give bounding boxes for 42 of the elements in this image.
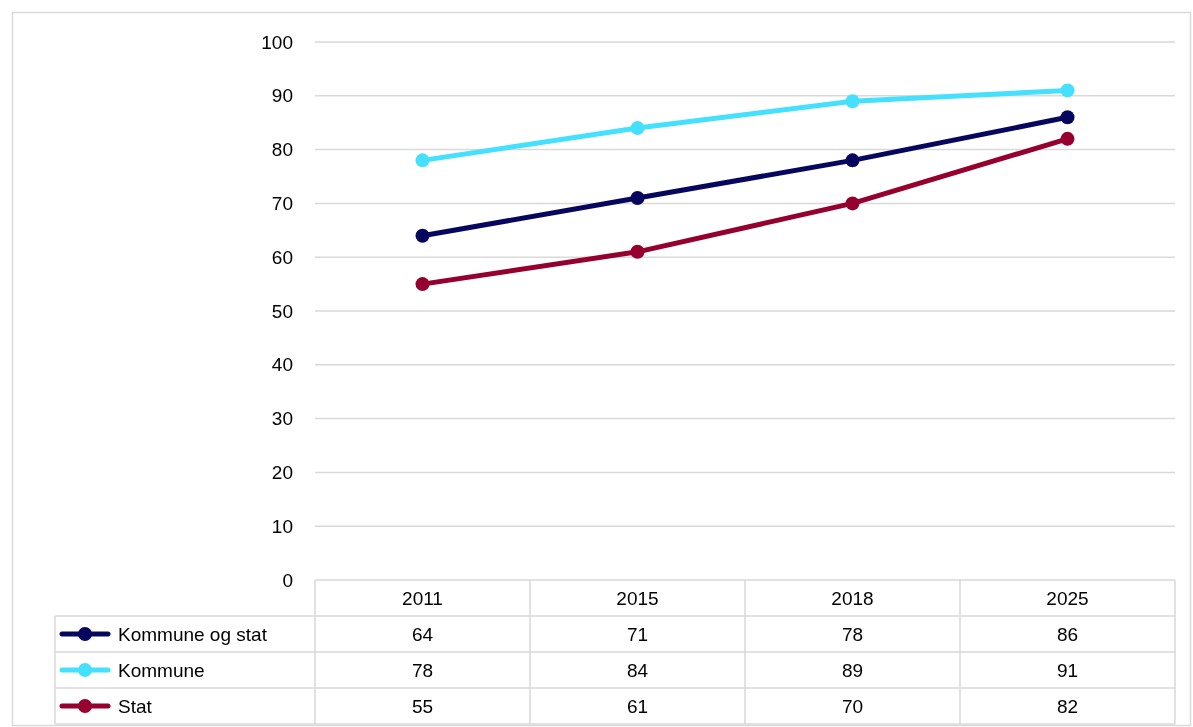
point — [845, 94, 860, 109]
data-label: 61 — [626, 695, 649, 717]
x-tick-label: 2025 — [1046, 587, 1089, 609]
y-tick-label: 10 — [271, 515, 293, 537]
point — [630, 244, 645, 259]
y-tick-label: 30 — [271, 408, 293, 430]
y-tick-label: 0 — [282, 569, 293, 591]
data-label: 78 — [411, 659, 434, 681]
y-tick-label: 90 — [271, 85, 293, 107]
point — [415, 277, 430, 292]
data-label: 71 — [626, 623, 649, 645]
y-tick-label: 40 — [271, 354, 293, 376]
x-tick-label: 2018 — [831, 587, 874, 609]
data-label: 70 — [841, 695, 864, 717]
legend-label: Stat — [118, 695, 153, 717]
y-tick-label: 50 — [271, 300, 293, 322]
data-label: 84 — [626, 659, 649, 681]
data-label: 82 — [1056, 695, 1079, 717]
legend-label: Kommune og stat — [118, 623, 268, 645]
data-label: 78 — [841, 623, 864, 645]
data-label: 89 — [841, 659, 864, 681]
point — [845, 196, 860, 211]
data-label: 91 — [1056, 659, 1079, 681]
legend-label: Kommune — [118, 659, 205, 681]
point — [415, 228, 430, 243]
x-tick-label: 2011 — [402, 587, 443, 609]
y-tick-label: 70 — [271, 192, 293, 214]
point — [1060, 110, 1075, 125]
point — [415, 153, 430, 168]
point — [1060, 83, 1075, 98]
data-label: 86 — [1056, 623, 1079, 645]
data-label: 64 — [411, 623, 434, 645]
y-tick-label: 60 — [271, 246, 293, 268]
x-tick-label: 2015 — [616, 587, 659, 609]
point — [630, 121, 645, 136]
y-tick-label: 20 — [271, 461, 293, 483]
y-tick-label: 80 — [271, 139, 293, 161]
data-label: 55 — [411, 695, 434, 717]
point — [1060, 131, 1075, 146]
point — [630, 191, 645, 206]
y-tick-label: 100 — [261, 31, 293, 53]
point — [845, 153, 860, 168]
